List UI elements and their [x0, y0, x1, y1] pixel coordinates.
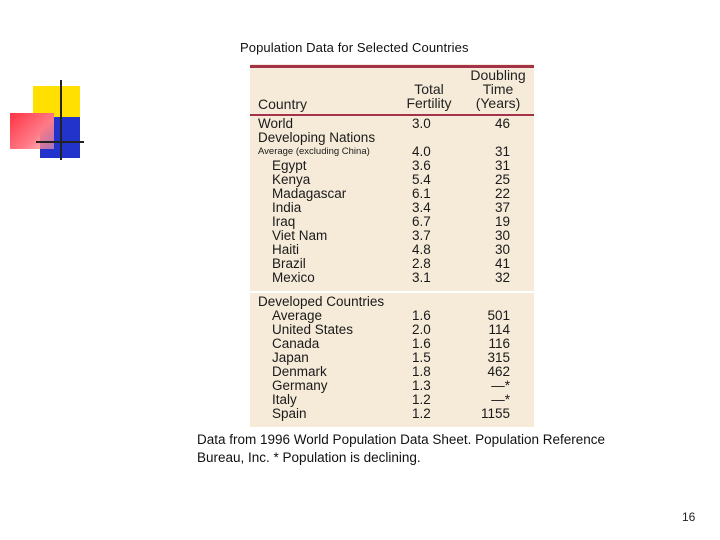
- table-row: Italy 1.2 —*: [250, 393, 534, 407]
- table-row: Average 1.6 501: [250, 309, 534, 323]
- row-country-name: Brazil: [272, 256, 306, 271]
- logo-red-square: [10, 113, 54, 149]
- row-total-fertility: 1.2: [412, 406, 431, 421]
- row-doubling-time: 41: [494, 256, 510, 271]
- row-total-fertility: 1.8: [412, 364, 431, 379]
- table-row: Developing Nations: [250, 131, 534, 145]
- row-total-fertility: 1.6: [412, 336, 431, 351]
- population-table: Country Total Fertility Doubling Time (Y…: [250, 64, 534, 427]
- row-country-name: Haiti: [272, 242, 300, 257]
- table-row: Kenya 5.4 25: [250, 173, 534, 187]
- table-row: India 3.4 37: [250, 201, 534, 215]
- header-rule: [250, 114, 534, 116]
- row-country-name: Canada: [272, 336, 320, 351]
- logo-vertical-line: [60, 80, 62, 160]
- row-doubling-time: 501: [487, 308, 510, 323]
- row-country-name: Spain: [272, 406, 307, 421]
- row-doubling-time: 22: [494, 186, 510, 201]
- row-country-name: Germany: [272, 378, 328, 393]
- row-doubling-time: 114: [488, 322, 510, 337]
- slide-logo-decoration: [0, 0, 100, 170]
- table-row: Madagascar 6.1 22: [250, 187, 534, 201]
- row-country-name: United States: [272, 322, 354, 337]
- row-country-name: Developing Nations: [258, 130, 376, 145]
- table-row: Spain 1.2 1155: [250, 407, 534, 421]
- table-row: Denmark 1.8 462: [250, 365, 534, 379]
- row-country-name: World: [258, 116, 294, 131]
- header-doubling-line-3: (Years): [475, 95, 521, 111]
- row-doubling-time: 30: [494, 228, 510, 243]
- row-country-name: Japan: [272, 350, 309, 365]
- row-doubling-time: 315: [487, 350, 510, 365]
- row-total-fertility: 3.1: [412, 270, 431, 285]
- row-country-name: Italy: [272, 392, 297, 407]
- row-country-name: Denmark: [272, 364, 327, 379]
- row-doubling-time: 37: [494, 200, 510, 215]
- row-doubling-time: 25: [494, 172, 510, 187]
- row-country-name: Mexico: [272, 270, 315, 285]
- group-divider: [250, 291, 534, 293]
- row-country-name: Madagascar: [272, 186, 347, 201]
- table-row: Iraq 6.7 19: [250, 215, 534, 229]
- row-total-fertility: 6.1: [412, 186, 431, 201]
- row-total-fertility: 3.7: [412, 228, 431, 243]
- row-doubling-time: 31: [494, 144, 510, 159]
- header-fertility-line-2: Fertility: [406, 95, 452, 111]
- row-doubling-time: 32: [494, 270, 510, 285]
- table-title: Population Data for Selected Countries: [240, 40, 469, 55]
- row-country-name: Kenya: [272, 172, 311, 187]
- source-caption: Data from 1996 World Population Data She…: [197, 432, 605, 465]
- row-doubling-time: 19: [494, 214, 510, 229]
- header-country: Country: [258, 96, 308, 112]
- row-total-fertility: 1.5: [412, 350, 431, 365]
- row-doubling-time: 46: [494, 116, 510, 131]
- row-country-name: Viet Nam: [272, 228, 328, 243]
- row-total-fertility: 2.8: [412, 256, 431, 271]
- row-doubling-time: 1155: [480, 406, 510, 421]
- row-total-fertility: 6.7: [412, 214, 431, 229]
- row-total-fertility: 1.2: [412, 392, 431, 407]
- table-row: Mexico 3.1 32: [250, 271, 534, 285]
- header-total-fertility: Total Fertility: [404, 82, 454, 110]
- row-country-name: India: [272, 200, 302, 215]
- row-country-name: Developed Countries: [258, 294, 385, 309]
- row-total-fertility: 1.6: [412, 308, 431, 323]
- row-total-fertility: 3.0: [412, 116, 431, 131]
- table-top-rule: [250, 65, 534, 68]
- header-doubling-line-2: Time: [482, 81, 514, 97]
- table-row: Developed Countries: [250, 295, 534, 309]
- row-doubling-time: —*: [491, 392, 510, 407]
- table-row: World 3.0 46: [250, 117, 534, 131]
- row-doubling-time: —*: [491, 378, 510, 393]
- row-total-fertility: 1.3: [412, 378, 431, 393]
- header-doubling-line-1: Doubling: [470, 67, 526, 83]
- row-total-fertility: 4.0: [412, 144, 431, 159]
- table-row: Germany 1.3 —*: [250, 379, 534, 393]
- row-country-name: Average (excluding China): [258, 146, 370, 157]
- row-total-fertility: 2.0: [412, 322, 431, 337]
- row-total-fertility: 3.4: [412, 200, 431, 215]
- row-doubling-time: 30: [494, 242, 510, 257]
- row-total-fertility: 3.6: [412, 158, 431, 173]
- row-doubling-time: 31: [494, 158, 510, 173]
- table-row: Average (excluding China) 4.0 31: [250, 145, 534, 159]
- row-doubling-time: 462: [487, 364, 510, 379]
- row-country-name: Iraq: [272, 214, 296, 229]
- row-total-fertility: 4.8: [412, 242, 431, 257]
- table-row: United States 2.0 114: [250, 323, 534, 337]
- table-row: Egypt 3.6 31: [250, 159, 534, 173]
- table-row: Viet Nam 3.7 30: [250, 229, 534, 243]
- row-country-name: Average: [272, 308, 323, 323]
- row-total-fertility: 5.4: [412, 172, 431, 187]
- header-doubling-time: Doubling Time (Years): [464, 68, 532, 110]
- row-doubling-time: 116: [488, 336, 510, 351]
- table-row: Haiti 4.8 30: [250, 243, 534, 257]
- table-row: Brazil 2.8 41: [250, 257, 534, 271]
- table-row: Japan 1.5 315: [250, 351, 534, 365]
- header-fertility-line-1: Total: [414, 81, 444, 97]
- page-number: 16: [682, 510, 696, 524]
- logo-horizontal-line: [36, 141, 84, 143]
- row-country-name: Egypt: [272, 158, 307, 173]
- table-row: Canada 1.6 116: [250, 337, 534, 351]
